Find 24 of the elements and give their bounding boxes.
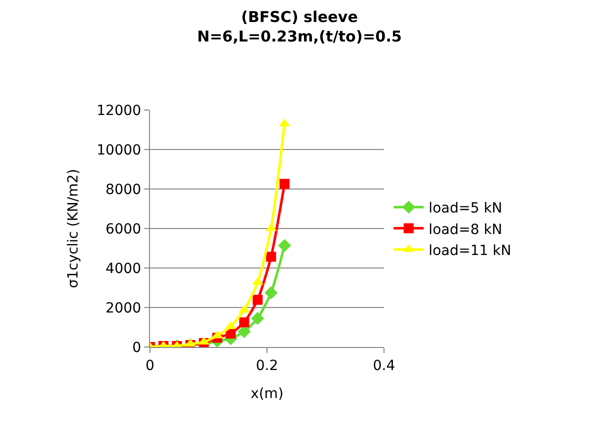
point: [251, 312, 264, 325]
chart-title: (BFSC) sleeve N=6,L=0.23m,(t/to)=0.5: [197, 8, 402, 46]
x-tick-label: 0: [146, 358, 154, 374]
legend-label: load=8 kN: [428, 222, 502, 238]
x-tick-label: 0.4: [372, 358, 396, 374]
y-tick-label: 12000: [96, 102, 142, 119]
point: [239, 317, 250, 328]
point: [238, 325, 251, 338]
point: [252, 294, 263, 305]
y-tick-label: 6000: [106, 221, 142, 238]
legend-label: load=11 kN: [428, 242, 512, 259]
point: [278, 238, 292, 252]
y-tick-label: 10000: [96, 142, 142, 158]
x-axis-title: x(m): [250, 386, 284, 402]
point: [264, 286, 278, 300]
y-axis-title: σ1cyclic (KN/m2): [65, 168, 82, 288]
point: [280, 178, 290, 189]
point: [266, 252, 276, 262]
y-tick-label: 0: [132, 340, 142, 356]
y-tick-label: 8000: [106, 182, 142, 198]
x-tick-label: 0.2: [256, 358, 278, 374]
y-tick-label: 4000: [106, 260, 142, 277]
y-tick-label: 2000: [106, 300, 142, 316]
legend-label: load=5 kN: [428, 200, 502, 217]
